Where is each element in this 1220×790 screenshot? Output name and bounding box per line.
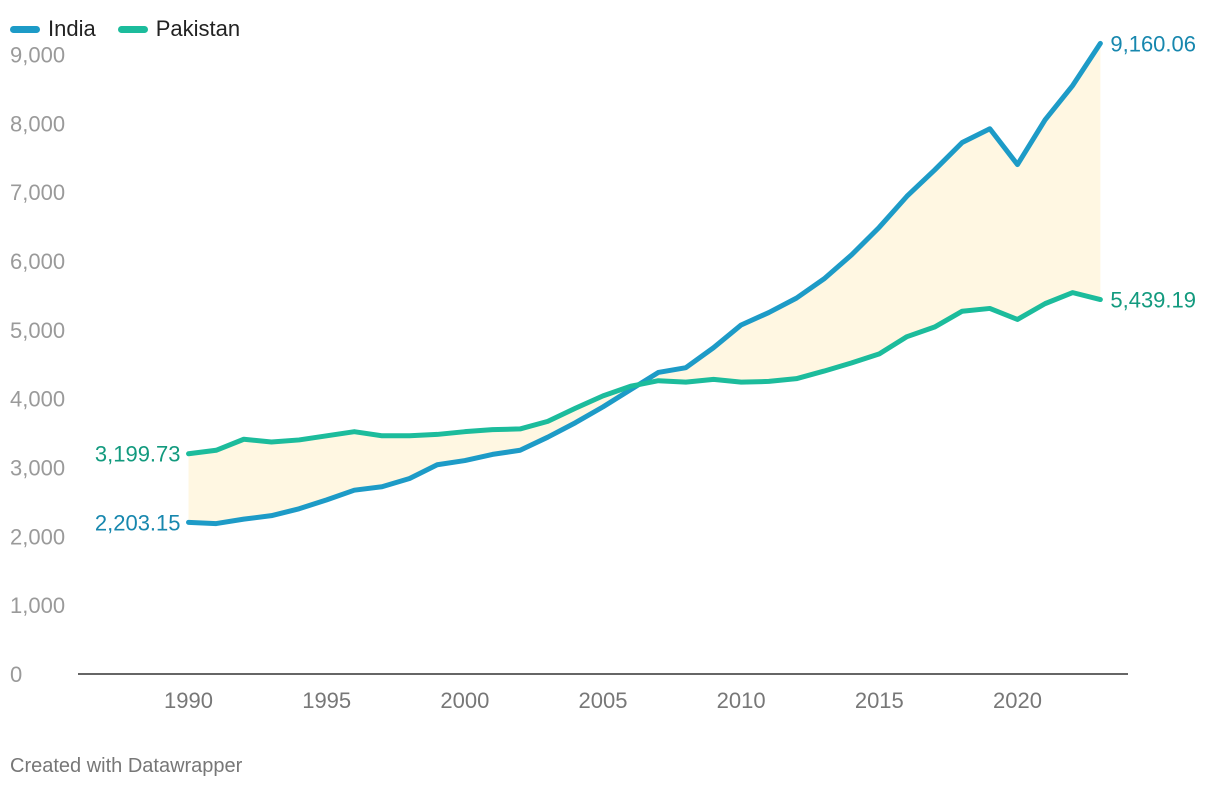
y-tick-label: 8,000 [10, 111, 65, 136]
x-tick-label: 1995 [302, 688, 351, 713]
y-tick-label: 4,000 [10, 387, 65, 412]
legend: India Pakistan [10, 16, 240, 42]
start-label-pakistan: 3,199.73 [95, 442, 181, 467]
legend-item-pakistan[interactable]: Pakistan [117, 16, 241, 42]
y-tick-label: 5,000 [10, 318, 65, 343]
y-tick-label: 6,000 [10, 249, 65, 274]
start-label-india: 2,203.15 [95, 510, 181, 535]
end-label-india: 9,160.06 [1110, 31, 1196, 56]
x-axis: 1990 1995 2000 2005 2010 2015 2020 [164, 688, 1042, 713]
legend-swatch-pakistan [117, 25, 148, 33]
y-tick-label: 7,000 [10, 180, 65, 205]
y-axis: 0 1,000 2,000 3,000 4,000 5,000 6,000 7,000 8,00… [10, 42, 65, 687]
y-tick-label: 1,000 [10, 593, 65, 618]
y-tick-label: 0 [10, 662, 22, 687]
legend-item-india[interactable]: India [10, 16, 96, 42]
x-tick-label: 2015 [855, 688, 904, 713]
x-tick-label: 2020 [993, 688, 1042, 713]
y-tick-label: 9,000 [10, 42, 65, 67]
footer-credit: Created with Datawrapper [10, 755, 243, 777]
series-line-pakistan [186, 290, 1103, 457]
x-tick-label: 1990 [164, 688, 213, 713]
y-tick-label: 2,000 [10, 524, 65, 549]
legend-swatch-india [10, 25, 40, 33]
series-lines [186, 40, 1103, 527]
y-tick-label: 3,000 [10, 455, 65, 480]
end-labels: 2,203.15 9,160.06 3,199.73 5,439.19 [95, 31, 1196, 535]
gap-fill-area [188, 43, 1101, 524]
gap-fill-layer [188, 43, 1101, 524]
x-tick-label: 2010 [717, 688, 766, 713]
legend-label-pakistan: Pakistan [155, 16, 241, 41]
x-tick-label: 2005 [579, 688, 628, 713]
x-tick-label: 2000 [440, 688, 489, 713]
legend-label-india: India [48, 16, 96, 41]
end-label-pakistan: 5,439.19 [1110, 288, 1196, 313]
